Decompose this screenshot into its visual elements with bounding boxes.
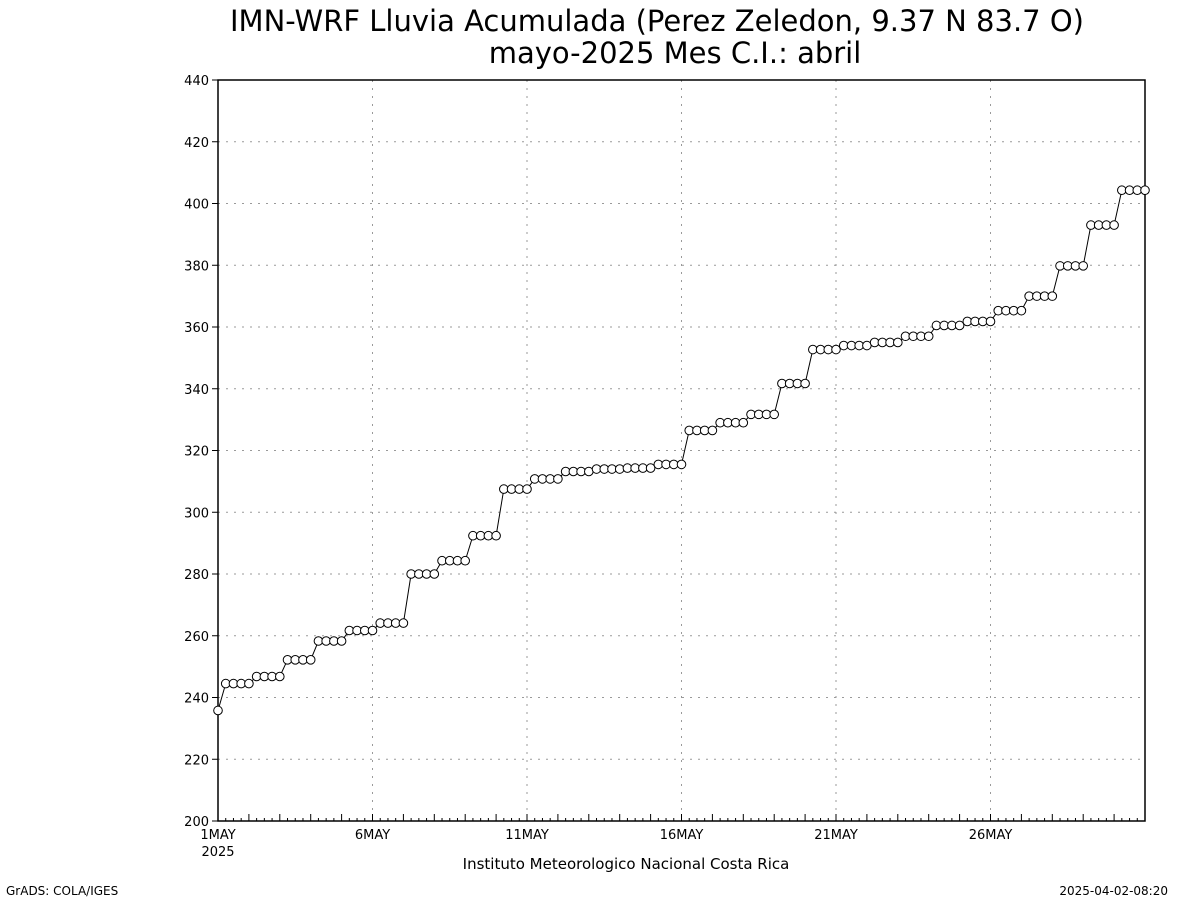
software-credit: GrADS: COLA/IGES	[6, 884, 118, 898]
data-point	[769, 409, 780, 420]
data-point	[738, 417, 749, 428]
x-tick-sublabel: 2025	[201, 845, 234, 860]
data-point	[645, 463, 656, 473]
y-tick-label: 340	[184, 383, 209, 398]
data-point	[831, 344, 841, 355]
data-point	[1047, 291, 1058, 301]
y-tick-label: 300	[184, 506, 209, 521]
y-tick-label: 360	[184, 321, 209, 336]
y-tick-label: 240	[184, 692, 209, 707]
plot-frame	[217, 79, 1146, 822]
x-tick-label: 6MAY	[355, 828, 390, 843]
institution-label: Instituto Meteorologico Nacional Costa R…	[463, 855, 790, 873]
y-tick-label: 420	[184, 136, 209, 151]
chart-title: IMN-WRF Lluvia Acumulada (Perez Zeledon,…	[230, 4, 1084, 38]
x-tick-label: 26MAY	[969, 828, 1013, 843]
data-point	[367, 625, 378, 636]
data-point	[1016, 305, 1027, 316]
data-point	[893, 337, 903, 348]
y-tick-label: 200	[184, 815, 209, 830]
y-tick-label: 280	[184, 568, 209, 583]
data-point	[244, 678, 254, 689]
grid-lines	[218, 80, 1145, 821]
y-tick-label: 260	[184, 630, 209, 645]
data-point	[429, 569, 440, 579]
data-point	[676, 459, 687, 470]
x-tick-label: 21MAY	[814, 828, 858, 843]
data-point	[213, 705, 223, 716]
data-point	[336, 636, 347, 646]
data-point	[553, 474, 563, 484]
x-tick-label: 1MAY	[200, 828, 235, 843]
data-point	[614, 464, 625, 474]
data-point	[305, 655, 316, 665]
x-tick-label: 16MAY	[660, 828, 704, 843]
data-points	[213, 185, 1150, 716]
y-tick-label: 440	[184, 74, 209, 89]
data-point	[398, 618, 409, 628]
data-point	[1109, 220, 1119, 230]
y-tick-label: 220	[184, 753, 209, 768]
data-point	[522, 484, 532, 494]
data-point	[923, 331, 934, 342]
y-tick-label: 320	[184, 445, 209, 460]
data-point	[985, 316, 996, 327]
data-point	[275, 671, 285, 682]
x-axis: 1MAY 2025 6MAY 11MAY 16MAY 21MAY 26MAY	[200, 814, 1146, 860]
y-axis: 200 220 240 260 280 300 320 340 360 380 400 420 440	[184, 74, 218, 830]
data-point	[1140, 185, 1150, 196]
data-point	[460, 555, 471, 566]
y-tick-label: 400	[184, 198, 209, 213]
data-point	[707, 425, 718, 436]
y-tick-label: 380	[184, 259, 209, 274]
data-point	[800, 378, 810, 389]
data-point	[1078, 261, 1088, 271]
chart-subtitle: mayo-2025 Mes C.I.: abril	[489, 36, 862, 70]
data-point	[491, 530, 501, 541]
data-point	[954, 320, 965, 331]
x-tick-label: 11MAY	[505, 828, 549, 843]
timestamp-label: 2025-04-02-08:20	[1059, 884, 1168, 898]
